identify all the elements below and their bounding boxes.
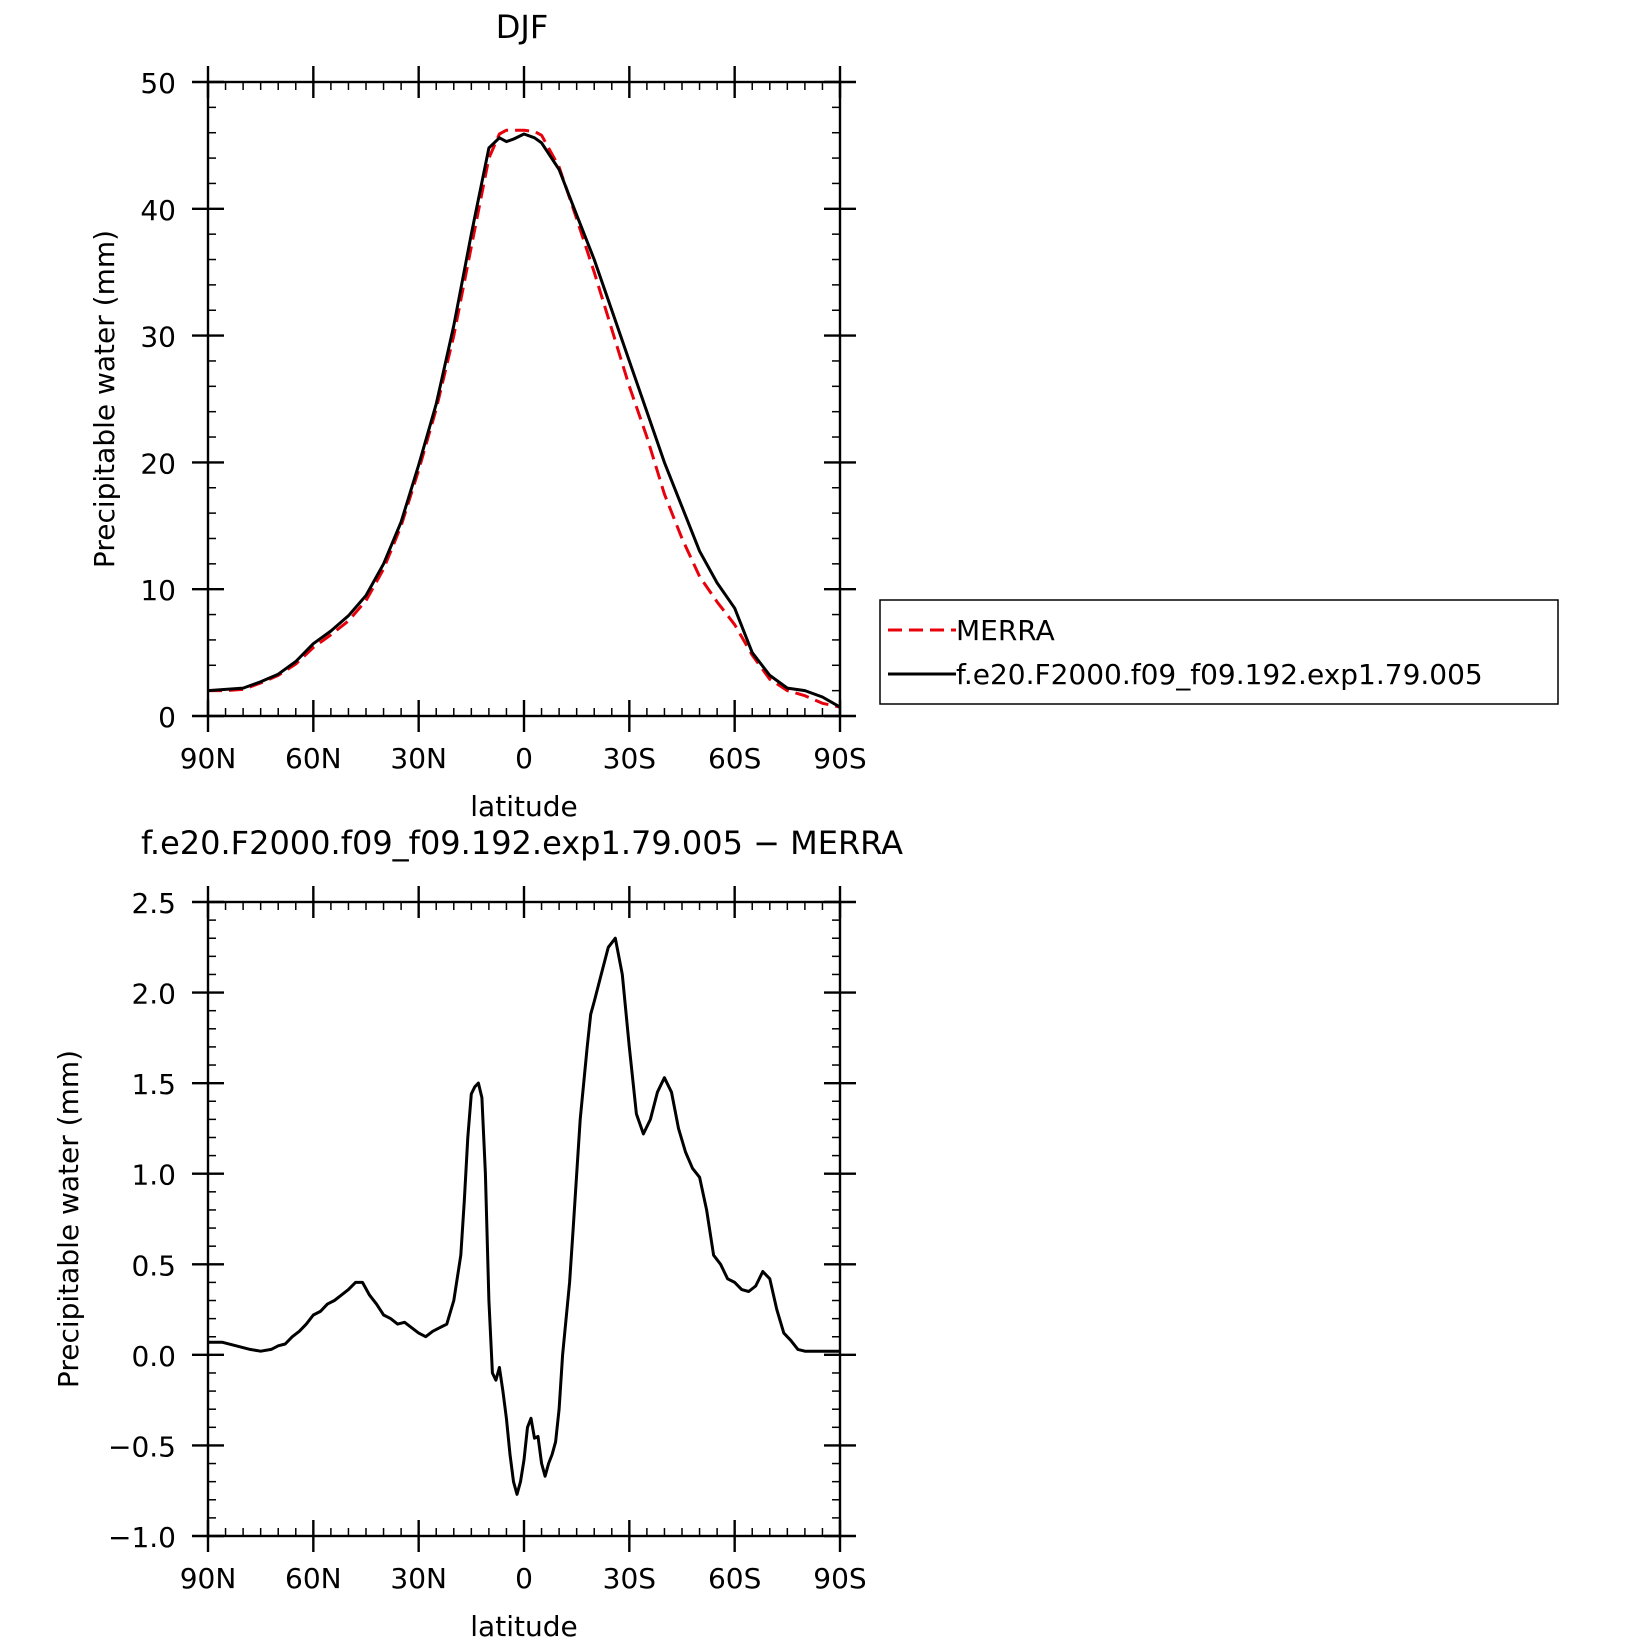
y-axis-label: Precipitable water (mm) — [52, 1050, 85, 1388]
x-tick-label: 30N — [390, 1562, 447, 1595]
x-tick-label: 60N — [285, 742, 342, 775]
chart-title: DJF — [496, 8, 548, 46]
y-tick-label: 20 — [140, 447, 176, 480]
x-tick-label: 0 — [515, 742, 533, 775]
difference-line — [208, 936, 840, 1496]
x-tick-labels: 90N 60N 30N 0 30S 60S 90S — [180, 742, 867, 775]
x-tick-label: 90N — [180, 742, 237, 775]
plot-frame — [206, 900, 842, 1538]
x-tick-label: 60S — [708, 1562, 761, 1595]
x-tick-label: 60S — [708, 742, 761, 775]
top-line-chart: DJF 0 10 20 30 40 50 90N 60N 30N 0 30S 60S 90S lati… — [88, 8, 1559, 823]
x-tick-label: 30N — [390, 742, 447, 775]
y-tick-label: 40 — [140, 194, 176, 227]
y-tick-label: 1.0 — [131, 1159, 176, 1192]
x-axis-label: latitude — [470, 790, 577, 823]
legend-box — [879, 599, 1559, 705]
y-tick-labels: −1.0 −0.5 0.0 0.5 1.0 1.5 2.0 2.5 — [108, 887, 176, 1554]
y-tick-label: 50 — [140, 67, 176, 100]
y-tick-label: 2.5 — [131, 887, 176, 920]
x-tick-label: 60N — [285, 1562, 342, 1595]
x-tick-label: 90N — [180, 1562, 237, 1595]
y-tick-label: −0.5 — [108, 1430, 176, 1463]
x-tick-label: 30S — [603, 1562, 656, 1595]
y-tick-label: 0 — [158, 701, 176, 734]
y-tick-label: 10 — [140, 574, 176, 607]
series-lines — [208, 936, 840, 1496]
series-lines — [207, 128, 841, 709]
y-tick-label: 1.5 — [131, 1068, 176, 1101]
legend-label-model: f.e20.F2000.f09_f09.192.exp1.79.005 — [956, 658, 1483, 691]
bottom-difference-chart: f.e20.F2000.f09_f09.192.exp1.79.005 − ME… — [52, 824, 903, 1641]
legend: MERRA f.e20.F2000.f09_f09.192.exp1.79.00… — [879, 599, 1559, 705]
y-tick-labels: 0 10 20 30 40 50 — [140, 67, 176, 734]
y-tick-label: −1.0 — [108, 1521, 176, 1554]
x-tick-label: 30S — [603, 742, 656, 775]
y-axis-label: Precipitable water (mm) — [88, 230, 121, 568]
series-line-model — [207, 132, 841, 709]
x-axis-label: latitude — [470, 1610, 577, 1641]
legend-label-merra: MERRA — [956, 614, 1055, 647]
series-line-merra — [208, 128, 841, 709]
x-tick-label: 90S — [813, 742, 866, 775]
x-tick-label: 0 — [515, 1562, 533, 1595]
difference-chart-title: f.e20.F2000.f09_f09.192.exp1.79.005 − ME… — [141, 824, 903, 862]
x-tick-label: 90S — [813, 1562, 866, 1595]
y-tick-label: 30 — [140, 321, 176, 354]
plot-frame — [206, 80, 842, 718]
y-tick-label: 2.0 — [131, 978, 176, 1011]
y-tick-label: 0.0 — [131, 1340, 176, 1373]
tick-marks — [192, 66, 856, 732]
y-tick-label: 0.5 — [131, 1249, 176, 1282]
x-tick-labels: 90N 60N 30N 0 30S 60S 90S — [180, 1562, 867, 1595]
